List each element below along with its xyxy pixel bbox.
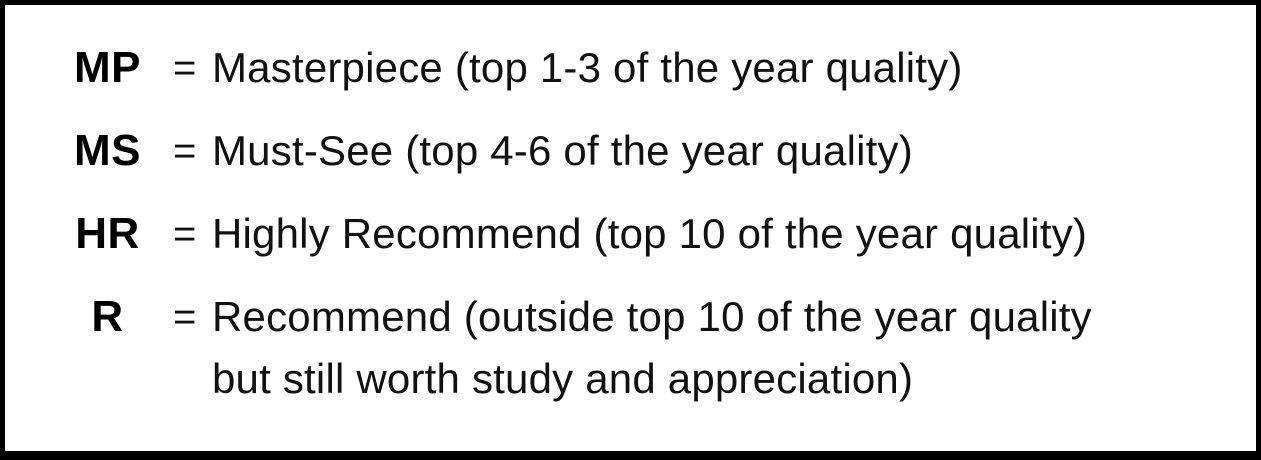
description-text-highly-recommend: Highly Recommend (top 10 of the year qua… xyxy=(212,210,1088,257)
equals-sign: = xyxy=(173,295,197,339)
description-text-masterpiece: Masterpiece (top 1-3 of the year quality… xyxy=(212,44,963,91)
abbr-label-mp: MP xyxy=(74,43,141,92)
abbr-label-hr: HR xyxy=(75,209,140,258)
legend-row-masterpiece: MP = Masterpiece (top 1-3 of the year qu… xyxy=(45,37,1236,99)
abbr-label-ms: MS xyxy=(74,126,141,175)
equals-sign: = xyxy=(173,212,197,256)
abbr-label-r: R xyxy=(91,292,124,341)
legend-row-highly-recommend: HR = Highly Recommend (top 10 of the yea… xyxy=(45,203,1236,265)
legend-row-recommend: R = Recommend (outside top 10 of the yea… xyxy=(45,286,1236,410)
description-text-must-see: Must-See (top 4-6 of the year quality) xyxy=(212,127,913,174)
legend-row-must-see: MS = Must-See (top 4-6 of the year quali… xyxy=(45,120,1236,182)
equals-sign: = xyxy=(173,46,197,90)
equals-sign: = xyxy=(173,129,197,173)
description-text-recommend: Recommend (outside top 10 of the year qu… xyxy=(212,293,1092,402)
